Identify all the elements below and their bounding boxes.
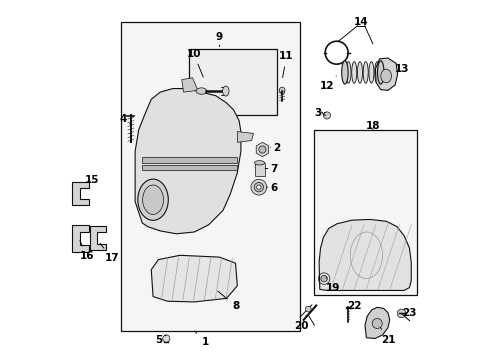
Ellipse shape — [363, 62, 367, 83]
Ellipse shape — [279, 87, 285, 94]
Bar — [188, 49, 276, 116]
Circle shape — [323, 112, 330, 119]
Circle shape — [163, 335, 169, 342]
Polygon shape — [90, 226, 106, 250]
Polygon shape — [364, 307, 389, 338]
Circle shape — [254, 183, 263, 192]
Ellipse shape — [374, 62, 379, 83]
Circle shape — [305, 306, 310, 312]
Polygon shape — [72, 182, 88, 205]
Circle shape — [258, 146, 265, 153]
Circle shape — [320, 275, 326, 282]
Ellipse shape — [377, 61, 383, 84]
Text: 15: 15 — [85, 175, 100, 185]
Text: 9: 9 — [215, 32, 223, 46]
Text: 21: 21 — [380, 328, 394, 345]
Text: 1: 1 — [194, 331, 208, 347]
Text: 2: 2 — [270, 143, 280, 153]
Text: 20: 20 — [293, 316, 308, 331]
Circle shape — [250, 179, 266, 195]
Text: 7: 7 — [265, 163, 277, 174]
Polygon shape — [375, 58, 397, 90]
Text: 12: 12 — [319, 76, 336, 91]
Ellipse shape — [380, 69, 391, 83]
Ellipse shape — [368, 62, 373, 83]
Text: 6: 6 — [266, 183, 277, 193]
Bar — [314, 130, 416, 295]
Ellipse shape — [254, 161, 264, 165]
Text: 14: 14 — [353, 17, 367, 27]
Bar — [254, 163, 264, 176]
Circle shape — [396, 309, 405, 318]
Text: 13: 13 — [394, 64, 409, 74]
Polygon shape — [142, 157, 237, 163]
Polygon shape — [142, 165, 237, 170]
Ellipse shape — [341, 61, 347, 84]
Circle shape — [371, 319, 382, 328]
Polygon shape — [182, 78, 198, 92]
Text: 11: 11 — [279, 51, 293, 77]
Text: 3: 3 — [314, 108, 325, 118]
Ellipse shape — [351, 62, 356, 83]
Text: 16: 16 — [79, 240, 94, 261]
Ellipse shape — [346, 62, 350, 83]
Circle shape — [256, 185, 261, 189]
Text: 18: 18 — [365, 121, 379, 131]
Text: 8: 8 — [218, 291, 239, 311]
Text: 23: 23 — [402, 308, 416, 318]
Ellipse shape — [138, 179, 168, 220]
Ellipse shape — [142, 185, 163, 215]
Ellipse shape — [357, 62, 362, 83]
Polygon shape — [256, 142, 268, 157]
Polygon shape — [237, 132, 253, 142]
Text: 4: 4 — [120, 114, 131, 125]
Polygon shape — [151, 255, 237, 302]
Ellipse shape — [196, 88, 206, 94]
Text: 19: 19 — [325, 278, 340, 293]
Polygon shape — [72, 225, 88, 252]
Text: 5: 5 — [155, 335, 166, 345]
Text: 22: 22 — [346, 301, 361, 311]
Polygon shape — [319, 220, 410, 291]
Polygon shape — [135, 89, 241, 234]
Text: 17: 17 — [100, 243, 119, 263]
Bar — [121, 22, 300, 330]
Text: 10: 10 — [186, 49, 203, 77]
Ellipse shape — [222, 86, 228, 96]
